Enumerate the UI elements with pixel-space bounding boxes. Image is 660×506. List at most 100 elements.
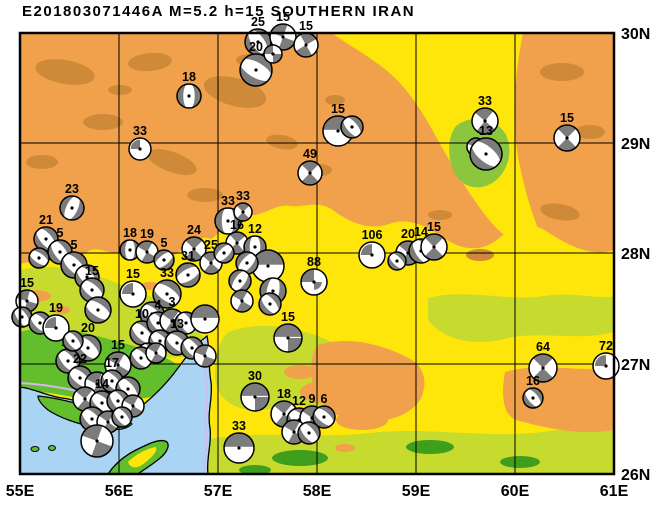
beachball bbox=[239, 53, 273, 87]
terrain-darkgreen-patch bbox=[239, 465, 271, 474]
beachball-depth-label: 15 bbox=[85, 264, 99, 278]
beachball bbox=[119, 280, 147, 308]
beachball-depth-label: 19 bbox=[140, 227, 154, 241]
figure-title: E201803071446A M=5.2 h=15 SOUTHERN IRAN bbox=[22, 3, 416, 20]
beachball-outline bbox=[153, 249, 175, 271]
beachball-center-dot bbox=[256, 40, 260, 44]
small-island bbox=[48, 445, 56, 451]
beachball bbox=[181, 236, 207, 262]
beachball bbox=[297, 160, 323, 186]
beachball-center-dot bbox=[156, 321, 160, 325]
beachball-center-dot bbox=[158, 339, 162, 343]
x-axis-tick-label: 56E bbox=[105, 483, 134, 500]
beachball-center-dot bbox=[254, 68, 258, 72]
beachball-center-dot bbox=[25, 299, 29, 303]
terrain-highland-patch bbox=[147, 149, 197, 175]
beachball bbox=[193, 344, 217, 368]
beachball-center-dot bbox=[336, 129, 340, 133]
beachball-depth-label: 15 bbox=[281, 310, 295, 324]
beachball-center-dot bbox=[100, 401, 104, 405]
beachball-center-dot bbox=[203, 317, 207, 321]
beachball-center-dot bbox=[395, 259, 399, 263]
beachball-center-dot bbox=[268, 302, 272, 306]
beachball bbox=[176, 83, 202, 109]
beachball-center-dot bbox=[54, 326, 58, 330]
beachball-depth-label: 24 bbox=[187, 223, 201, 237]
terrain-highland-patch bbox=[35, 59, 95, 85]
beachball-depth-label: 88 bbox=[307, 255, 321, 269]
beachball-depth-label: 15 bbox=[560, 111, 574, 125]
beachball-depth-label: 64 bbox=[536, 340, 550, 354]
beachball-center-dot bbox=[253, 245, 257, 249]
beachball-center-dot bbox=[541, 366, 545, 370]
beachball bbox=[223, 432, 255, 464]
beachball-center-dot bbox=[85, 275, 89, 279]
beachball-center-dot bbox=[238, 279, 242, 283]
beachball-outline bbox=[528, 353, 558, 383]
beachball-center-dot bbox=[78, 376, 82, 380]
graticule bbox=[20, 33, 614, 474]
beachball-center-dot bbox=[165, 292, 169, 296]
beachball bbox=[111, 406, 133, 428]
beachball-center-dot bbox=[70, 206, 74, 210]
beachball-depth-label: 3 bbox=[169, 295, 176, 309]
terrain-orange-patch bbox=[376, 354, 404, 366]
x-axis-tick-label: 57E bbox=[204, 483, 233, 500]
beachball-center-dot bbox=[281, 35, 285, 39]
beachball-outline bbox=[181, 236, 207, 262]
beachball-center-dot bbox=[184, 321, 188, 325]
beachball-center-dot bbox=[484, 152, 488, 156]
beachball bbox=[340, 115, 364, 139]
terrain-highland-patch bbox=[187, 188, 223, 202]
beachball-depth-label: 33 bbox=[160, 266, 174, 280]
beachball-center-dot bbox=[531, 396, 535, 400]
beachball-depth-label: 25 bbox=[251, 15, 265, 29]
x-axis-tick-label: 59E bbox=[402, 483, 431, 500]
beachball-outline bbox=[297, 421, 321, 445]
beachball-outline bbox=[28, 247, 50, 269]
beachball bbox=[175, 262, 201, 288]
beachball-center-dot bbox=[237, 446, 241, 450]
beachball-depth-label: 14 bbox=[95, 377, 109, 391]
beachball-depth-label: 15 bbox=[427, 220, 441, 234]
beachball-center-dot bbox=[71, 339, 75, 343]
beachball-outline bbox=[358, 241, 386, 269]
beachball bbox=[153, 249, 175, 271]
beachball bbox=[11, 306, 33, 328]
y-axis-tick-label: 30N bbox=[621, 26, 650, 43]
beachball bbox=[251, 249, 285, 283]
beachball-center-dot bbox=[95, 439, 99, 443]
beachball-outline bbox=[297, 160, 323, 186]
beachball-center-dot bbox=[140, 331, 144, 335]
beachball-center-dot bbox=[190, 346, 194, 350]
beachball-outline bbox=[176, 83, 202, 109]
beachball bbox=[528, 353, 558, 383]
beachball-outline bbox=[223, 432, 255, 464]
beachball-outline bbox=[471, 107, 499, 135]
terrain-highland-patch bbox=[325, 95, 345, 105]
beachball-depth-label: 33 bbox=[221, 194, 235, 208]
beachball bbox=[152, 279, 182, 309]
terrain-darkgreen-patch bbox=[406, 440, 454, 454]
beachball-outline bbox=[42, 314, 70, 342]
beachball-center-dot bbox=[304, 43, 308, 47]
beachball-center-dot bbox=[37, 256, 41, 260]
beachball-depth-label: 15 bbox=[111, 338, 125, 352]
beachball bbox=[84, 296, 112, 324]
beachball-center-dot bbox=[432, 245, 436, 249]
beachball-outline bbox=[84, 296, 112, 324]
beachball-depth-label: 33 bbox=[236, 189, 250, 203]
terrain-highland-patch bbox=[428, 210, 452, 220]
beachball-outline bbox=[119, 280, 147, 308]
beachball-center-dot bbox=[253, 395, 257, 399]
beachball-center-dot bbox=[203, 354, 207, 358]
beachball bbox=[59, 195, 85, 221]
terrain-highland-patch bbox=[128, 52, 172, 72]
beachball-depth-label: 19 bbox=[49, 301, 63, 315]
beachball-outline bbox=[62, 330, 84, 352]
beachball-depth-label: 5 bbox=[57, 226, 64, 240]
beachball-outline bbox=[239, 53, 273, 87]
small-island bbox=[30, 446, 40, 452]
y-axis-tick-label: 28N bbox=[621, 246, 650, 263]
